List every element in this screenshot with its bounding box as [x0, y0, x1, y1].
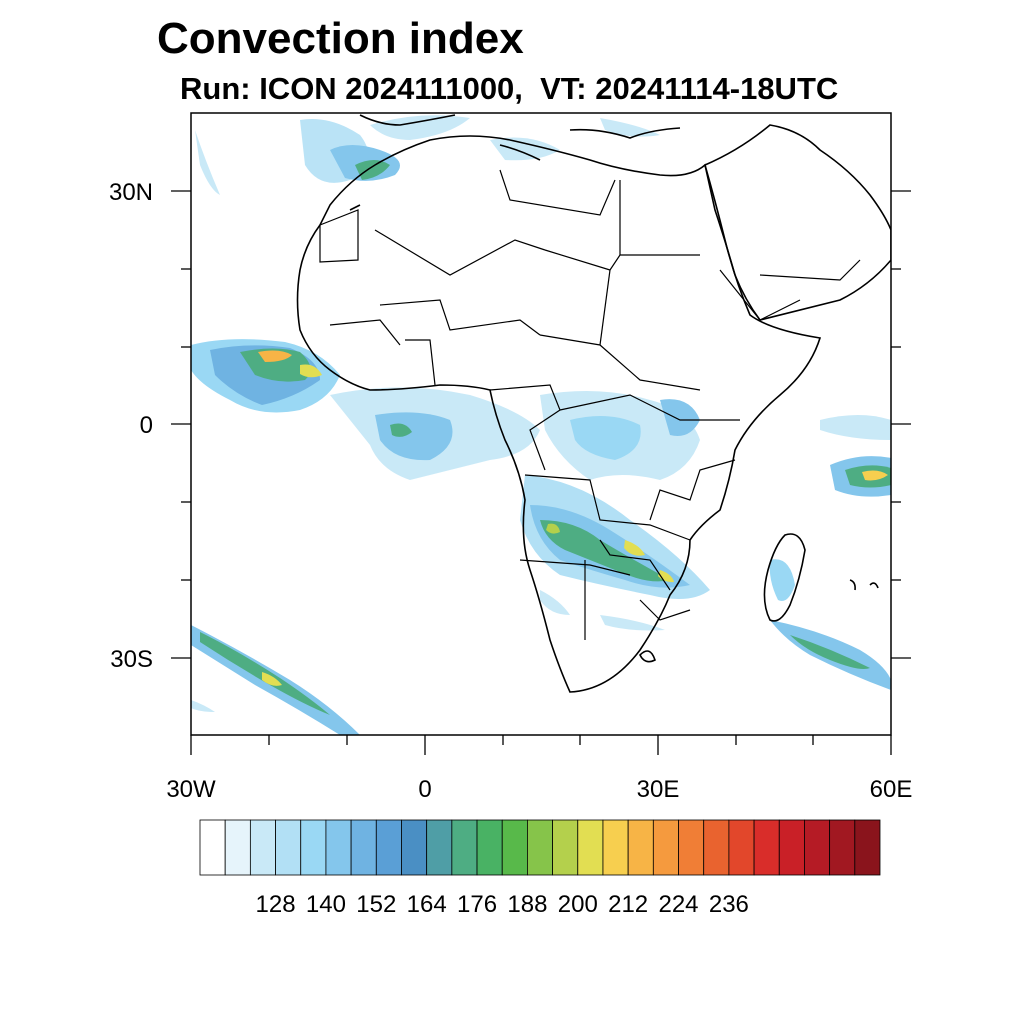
colorbar-label: 128	[256, 891, 296, 918]
colorbar-label: 200	[558, 891, 598, 918]
colorbar-swatch	[350, 819, 377, 876]
colorbar-swatch	[703, 819, 730, 876]
colorbar-swatch	[275, 819, 302, 876]
lat-label-30n: 30N	[109, 179, 153, 206]
colorbar-swatch	[602, 819, 629, 876]
colorbar-swatch	[728, 819, 755, 876]
colorbar-swatch	[804, 819, 831, 876]
convection-field	[191, 115, 891, 735]
africa-coastline	[296, 135, 822, 693]
colorbar-label: 140	[306, 891, 346, 918]
colorbar-swatch	[753, 819, 780, 876]
lon-label-0: 0	[418, 776, 431, 803]
colorbar-swatch	[199, 819, 226, 876]
colorbar-swatch	[527, 819, 553, 876]
colorbar-label: 176	[457, 891, 497, 918]
colorbar-swatch	[552, 819, 579, 876]
colorbar-label: 236	[709, 891, 749, 918]
colorbar-swatch	[501, 819, 528, 876]
chart-subtitle: Run: ICON 2024111000, VT: 20241114-18UTC	[180, 71, 839, 106]
lat-label-0: 0	[140, 412, 153, 439]
colorbar-swatch	[224, 819, 251, 876]
colorbar-label: 164	[407, 891, 447, 918]
arabia-coastline	[704, 124, 891, 321]
madagascar-coastline	[763, 533, 806, 622]
colorbar-label: 212	[608, 891, 648, 918]
colorbar-swatch	[627, 819, 654, 876]
colorbar-labels: 128 140 152 164 176 188 200 212 224 236	[256, 891, 749, 918]
colorbar-swatch	[300, 819, 327, 876]
colorbar-swatch	[854, 819, 881, 876]
colorbar-swatch	[652, 819, 679, 876]
colorbar-swatch	[829, 819, 856, 876]
colorbar-swatch	[401, 819, 428, 876]
map-frame	[190, 112, 892, 736]
axis-ticks	[171, 190, 911, 755]
colorbar-swatch	[678, 819, 705, 876]
country-borders	[319, 169, 861, 640]
colorbar-label: 152	[356, 891, 396, 918]
lat-label-30s: 30S	[110, 646, 153, 673]
colorbar-label: 188	[507, 891, 547, 918]
colorbar-label: 224	[658, 891, 698, 918]
colorbar-swatch	[476, 819, 503, 876]
chart-title: Convection index	[157, 14, 524, 63]
colorbar-swatch	[426, 819, 453, 876]
colorbar-swatch	[375, 819, 402, 876]
colorbar-swatch	[249, 819, 276, 876]
lon-label-60e: 60E	[870, 776, 913, 803]
colorbar-swatch	[778, 819, 805, 876]
colorbar-swatch	[577, 819, 604, 876]
lon-label-30e: 30E	[637, 776, 680, 803]
lon-label-30w: 30W	[166, 776, 216, 803]
colorbar-swatch	[325, 819, 352, 876]
colorbar	[199, 819, 881, 876]
colorbar-swatch	[451, 819, 478, 876]
